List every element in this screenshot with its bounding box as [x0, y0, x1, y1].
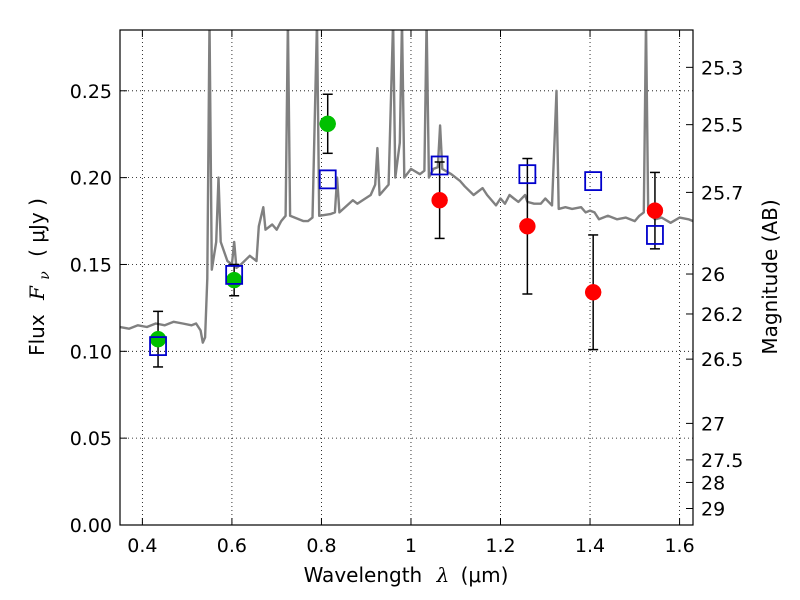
y-tick-label-0: 0.00 — [70, 515, 112, 537]
data-points-layer — [149, 93, 664, 368]
x-axis-label: Wavelength — [304, 563, 423, 587]
plot-frame — [119, 29, 694, 526]
y2-tick-label-0: 25.3 — [701, 57, 743, 79]
y2-tick-label-4: 26.2 — [701, 304, 743, 326]
y-axis-symbol-subscript: ν — [37, 271, 53, 280]
y2-tick-label-8: 28 — [701, 472, 725, 494]
y-axis-title: Flux F ν ( μJy ) — [25, 198, 54, 356]
y2-tick-label-1: 25.5 — [701, 115, 743, 137]
y-tick-label-4: 0.20 — [70, 168, 112, 190]
observed-flux-marker-s0-0 — [149, 330, 167, 348]
x-tick-label-3: 1 — [405, 535, 417, 557]
y-tick-label-5: 0.25 — [70, 81, 112, 103]
x-tick-label-4: 1.2 — [485, 535, 515, 557]
y-axis-unit: ( μJy ) — [25, 198, 49, 257]
plot-background — [120, 30, 693, 525]
observed-flux-marker-s0-1 — [225, 271, 243, 289]
x-axis-symbol: λ — [436, 563, 450, 587]
y2-tick-label-7: 27.5 — [701, 450, 743, 472]
y-tick-label-2: 0.10 — [70, 341, 112, 363]
observed-flux-marker-s1-1 — [519, 218, 536, 235]
y-axis-label: Flux — [25, 314, 49, 356]
y2-tick-label-3: 26 — [701, 264, 725, 286]
model-photometry-marker-1 — [225, 264, 244, 285]
y-tick-label-3: 0.15 — [70, 254, 112, 276]
y2-tick-label-5: 26.5 — [701, 349, 743, 371]
model-photometry-marker-0 — [149, 336, 167, 357]
model-spectrum-layer — [120, 30, 693, 344]
y2-tick-label-2: 25.7 — [701, 182, 743, 204]
grid — [120, 30, 693, 526]
x-tick-label-0: 0.4 — [127, 535, 157, 557]
observed-flux-marker-s0-2 — [319, 115, 336, 133]
model-photometry-marker-3 — [430, 155, 449, 176]
x-tick-label-6: 1.6 — [664, 535, 694, 557]
y-axis-symbol: F — [25, 285, 49, 301]
x-tick-label-2: 0.8 — [306, 535, 336, 557]
model-photometry-marker-5 — [584, 171, 603, 192]
observed-flux-marker-s1-0 — [431, 191, 448, 209]
ticks: 0.4 0.6 0.8 1 1.2 1.4 1.6 0.00 0.05 0.10 0.15 0.20 0… — [70, 30, 743, 557]
y2-axis-title: Magnitude (AB) — [758, 199, 782, 354]
x-tick-label-5: 1.4 — [575, 535, 605, 557]
x-tick-label-1: 0.6 — [217, 535, 247, 557]
model-photometry-marker-4 — [518, 164, 537, 185]
y-tick-label-1: 0.05 — [70, 428, 112, 450]
y2-tick-label-9: 29 — [701, 499, 725, 521]
x-axis-title: Wavelength λ (μm) — [304, 563, 509, 587]
x-axis-unit: (μm) — [461, 563, 509, 587]
model-photometry-marker-2 — [318, 169, 337, 190]
observed-flux-marker-s1-3 — [646, 202, 664, 219]
model-spectrum-line — [120, 30, 693, 344]
model-photometry-marker-6 — [646, 225, 664, 245]
observed-flux-marker-s1-2 — [584, 284, 602, 301]
y2-tick-label-6: 27 — [701, 413, 725, 435]
